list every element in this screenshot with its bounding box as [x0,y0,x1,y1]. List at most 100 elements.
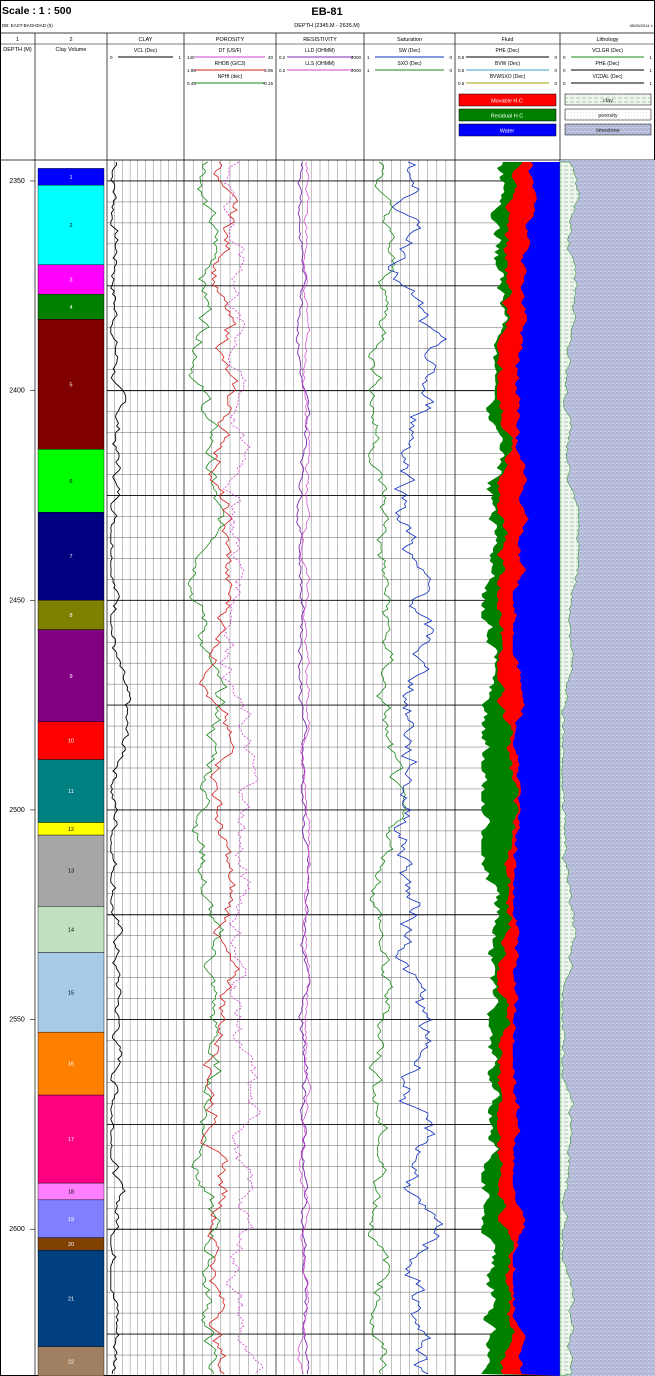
zone-17 [37,1094,105,1184]
scale-max: 2.95 [264,68,273,73]
zone-13 [37,834,105,907]
zone-label: 16 [68,1062,74,1068]
database-label: DB: EAST-BAGHDAD (5) [2,23,53,28]
scale-max: 40 [268,55,274,60]
zone-label: 13 [68,869,74,875]
track-title: CLAY [139,37,153,43]
zone-label: 15 [68,990,74,996]
fluid-legend-label: Water [500,129,515,135]
print-date: 05/09/2014 1 [630,23,654,28]
depth-tick-label: 2600 [9,1226,25,1233]
lld-curve [295,161,311,1375]
scale-min: 1 [367,55,370,60]
vcl-curve [110,161,132,1375]
track-headers: 1 DEPTH (M) 2 Clay Volume CLAY POROSITY RESIST… [3,37,652,137]
curve-name: BVWSXO (Dec) [490,74,526,80]
scale-max: 0 [554,68,557,73]
scale-max: 0 [554,55,557,60]
scale-min: 0.2 [279,55,286,60]
zone-label: 20 [68,1242,74,1248]
lls-curve [297,161,311,1375]
log-header: Scale : 1 : 500 DB: EAST-BAGHDAD (5) EB-… [2,5,654,29]
scale-max: 1 [649,55,652,60]
depth-axis: 2350 2400 2450 2500 2550 2600 [9,178,35,1233]
depth-tick-label: 2400 [9,388,25,395]
zone-8 [37,600,105,630]
scale-max: 1 [649,68,652,73]
zone-15 [37,952,105,1033]
zone-label: 5 [69,382,72,388]
curve-name: SW (Dec) [399,48,421,54]
lithology-legend-swatch [564,93,652,106]
rhob-curve [198,161,241,1375]
zone-label: 11 [68,789,74,795]
zone-2 [37,184,105,266]
scale-min: 0 [563,55,566,60]
curve-name: DT (US/F) [219,48,242,54]
zone-6 [37,449,105,513]
curve-name: VCL (Dec) [134,48,157,54]
curve-name: LLD (OHMM) [305,48,335,54]
scale-min: 1 [367,68,370,73]
track-number: 1 [16,37,19,43]
curve-name: RHOB (G/C3) [215,61,246,67]
track-title: Fluid [502,37,514,43]
track-title: Clay Volume [56,47,87,53]
depth-range-label: DEPTH (2345.M - 2635.M) [294,23,360,29]
scale-max: 0 [449,55,452,60]
sxo-curve [368,161,407,1375]
fluid-legend-swatch [458,93,557,107]
fluid-legend-swatch [458,123,557,137]
scale-min: 0.5 [458,55,465,60]
dt-curve [218,161,264,1375]
scale-min: 0 [563,68,566,73]
log-curves [110,160,655,1376]
lithology-legend-swatch [564,108,652,121]
curve-name: LLS (OHMM) [305,61,335,67]
nphi-curve [188,161,228,1375]
track-title: POROSITY [216,37,245,43]
log-grid [107,159,560,1376]
scale-max: 1 [649,81,652,86]
zone-label: 19 [68,1217,74,1223]
lithology-legend-swatch [564,123,652,136]
zone-7 [37,512,105,601]
well-name: EB-81 [311,6,342,18]
track-title: Saturation [397,37,422,43]
scale-max: -0.15 [263,81,274,86]
zone-19 [37,1199,105,1238]
scale-min: 0.5 [458,81,465,86]
curve-name: PHE (Dec) [596,61,620,67]
scale-label: Scale : 1 : 500 [2,5,72,17]
fluid-legend-swatch [458,108,557,122]
zone-9 [37,629,105,723]
curve-name: NPHI (dec) [218,74,243,80]
curve-name: VCDAL (Dec) [592,74,622,80]
zone-10 [37,721,105,760]
zone-3 [37,264,105,295]
zone-label: 1 [69,175,72,181]
zone-16 [37,1031,105,1096]
curve-name: VCLGR (Dec) [592,48,623,54]
scale-min: 0.5 [458,68,465,73]
zone-label: 17 [68,1137,74,1143]
zone-14 [37,906,105,953]
zone-label: 2 [69,223,72,229]
lithology-legend-label: porosity [598,113,618,119]
zone-11 [37,759,105,823]
zone-label: 21 [68,1296,74,1302]
zone-label: 8 [69,613,72,619]
scale-max: 0 [554,81,557,86]
scale-max: 1 [178,55,181,60]
clay-fill [559,161,580,1376]
zone-21 [37,1250,105,1347]
depth-tick-label: 2500 [9,807,25,814]
zone-5 [37,319,105,450]
zone-label: 3 [69,278,72,284]
scale-min: 0 [110,55,113,60]
lithology-legend-label: clay [603,98,613,104]
zone-label: 18 [68,1190,74,1196]
track-number: 2 [69,37,72,43]
